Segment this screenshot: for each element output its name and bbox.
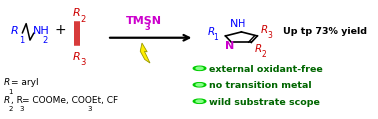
- Text: = aryl: = aryl: [11, 78, 39, 87]
- Text: wild substrate scope: wild substrate scope: [209, 98, 319, 107]
- Text: 1: 1: [8, 89, 13, 95]
- Text: N: N: [225, 41, 234, 51]
- Text: 1: 1: [19, 36, 24, 45]
- Text: R: R: [255, 44, 262, 54]
- Text: +: +: [55, 23, 67, 37]
- Text: R: R: [4, 96, 11, 105]
- Text: H: H: [239, 19, 246, 29]
- Text: 2: 2: [42, 36, 48, 45]
- Text: R: R: [73, 52, 80, 62]
- Circle shape: [193, 83, 206, 87]
- Text: 3: 3: [268, 31, 273, 40]
- Text: R: R: [4, 78, 11, 87]
- Text: TMSN: TMSN: [125, 16, 161, 26]
- Circle shape: [193, 66, 206, 70]
- Text: 3: 3: [80, 58, 85, 67]
- Text: 3: 3: [145, 22, 150, 32]
- Text: 2: 2: [262, 50, 266, 59]
- Text: 1: 1: [214, 33, 218, 42]
- Text: R: R: [261, 25, 268, 35]
- Circle shape: [196, 84, 203, 86]
- Circle shape: [193, 99, 206, 103]
- Text: R: R: [208, 27, 215, 37]
- Text: N: N: [229, 19, 238, 29]
- Text: R: R: [73, 8, 80, 18]
- Text: 3: 3: [19, 106, 24, 112]
- Text: Up tp 73% yield: Up tp 73% yield: [283, 27, 367, 36]
- Text: R: R: [11, 26, 19, 36]
- Text: 2: 2: [80, 15, 85, 24]
- Polygon shape: [140, 43, 150, 63]
- Text: = COOMe, COOEt, CF: = COOMe, COOEt, CF: [22, 96, 118, 105]
- Text: 3: 3: [87, 106, 92, 112]
- Text: NH: NH: [33, 26, 50, 36]
- Text: , R: , R: [11, 96, 23, 105]
- Circle shape: [196, 67, 203, 69]
- Text: 2: 2: [8, 106, 13, 112]
- Text: external oxidant-free: external oxidant-free: [209, 65, 322, 74]
- Text: no transition metal: no transition metal: [209, 81, 311, 90]
- Circle shape: [196, 100, 203, 102]
